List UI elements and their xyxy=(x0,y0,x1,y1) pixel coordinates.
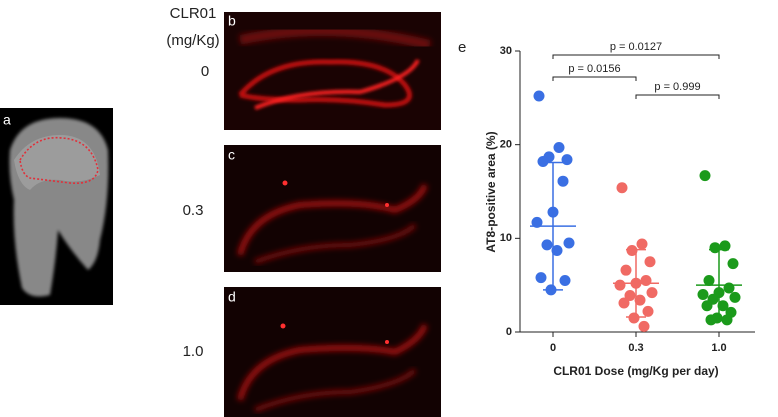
y-tick-label: 30 xyxy=(500,45,512,57)
y-tick-label: 0 xyxy=(506,326,512,338)
data-point xyxy=(644,256,656,268)
data-point xyxy=(537,156,549,168)
significance-bracket xyxy=(635,94,720,99)
data-point xyxy=(709,242,721,254)
panel-c-image xyxy=(224,145,441,272)
data-point xyxy=(531,216,543,228)
x-tick-label: 0.3 xyxy=(628,342,643,354)
dose-heading: CLR01 xyxy=(170,5,217,22)
data-point xyxy=(553,141,565,153)
data-point xyxy=(563,237,575,249)
data-point xyxy=(551,245,563,257)
data-point xyxy=(701,300,713,312)
data-point xyxy=(561,154,573,166)
y-axis-title: AT8-positive area (%) xyxy=(484,131,498,252)
p-value: p = 0.999 xyxy=(654,81,700,93)
data-point xyxy=(559,274,571,286)
data-point xyxy=(620,264,632,276)
error-bar xyxy=(626,248,646,318)
panel-label: d xyxy=(228,289,236,305)
data-point xyxy=(717,300,729,312)
panel-label: b xyxy=(228,13,236,29)
dose-row-label: 0 xyxy=(201,63,209,80)
error-bar xyxy=(709,248,729,322)
data-point xyxy=(723,282,735,294)
data-point xyxy=(557,175,569,187)
data-point xyxy=(616,182,628,194)
significance-bracket xyxy=(552,76,637,81)
data-point xyxy=(618,297,630,309)
dose-row-label: 1.0 xyxy=(183,343,204,360)
data-point xyxy=(642,305,654,317)
data-point xyxy=(719,240,731,252)
y-tick-label: 20 xyxy=(500,139,512,151)
x-tick-label: 0 xyxy=(550,342,556,354)
panel-label: e xyxy=(458,39,466,56)
data-point xyxy=(705,314,717,326)
data-point xyxy=(699,170,711,182)
data-point xyxy=(628,312,640,324)
panel-a-image xyxy=(0,108,113,305)
data-point xyxy=(634,294,646,306)
panel-d-image xyxy=(224,287,441,417)
panel-label: c xyxy=(228,147,235,163)
data-point xyxy=(638,320,650,332)
dose-row-label: 0.3 xyxy=(183,202,204,219)
p-value: p = 0.0156 xyxy=(568,63,620,75)
data-point xyxy=(533,90,545,102)
data-point xyxy=(703,274,715,286)
data-point xyxy=(535,272,547,284)
data-point xyxy=(729,291,741,303)
significance-bracket xyxy=(552,54,720,59)
error-bar xyxy=(543,161,563,291)
data-point xyxy=(646,287,658,299)
data-point xyxy=(697,289,709,301)
data-point xyxy=(626,245,638,257)
panel-b-image xyxy=(224,12,441,130)
data-point xyxy=(624,289,636,301)
data-point xyxy=(541,239,553,251)
data-point xyxy=(614,279,626,291)
x-tick-label: 1.0 xyxy=(711,342,726,354)
y-tick-label: 10 xyxy=(500,232,512,244)
dose-heading: (mg/Kg) xyxy=(166,32,219,49)
p-value: p = 0.0127 xyxy=(610,41,662,53)
data-point xyxy=(636,238,648,250)
x-axis-title: CLR01 Dose (mg/Kg per day) xyxy=(553,364,718,378)
data-point xyxy=(727,258,739,270)
panel-label: a xyxy=(3,112,11,128)
data-point xyxy=(640,274,652,286)
data-point xyxy=(721,314,733,326)
